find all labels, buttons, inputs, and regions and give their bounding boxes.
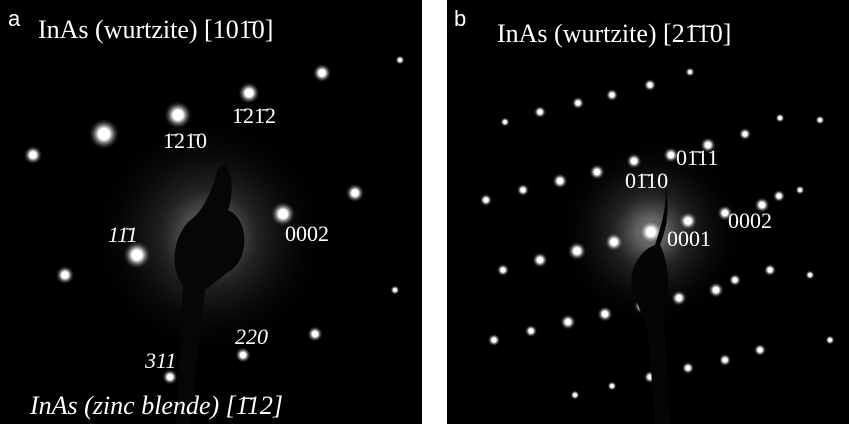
diffraction-spot xyxy=(480,194,493,207)
spot-label: 1̄21̄2 xyxy=(232,103,276,128)
diffraction-spot xyxy=(719,354,732,367)
diffraction-spot xyxy=(607,381,617,391)
diffraction-spot xyxy=(708,282,724,298)
diffraction-spot xyxy=(560,314,576,330)
spot-label: 01̄11 xyxy=(676,145,718,170)
diffraction-spot xyxy=(307,326,323,342)
diffraction-spot xyxy=(685,67,695,77)
spot-label: 0002 xyxy=(728,208,772,233)
spot-label: 0001 xyxy=(667,226,711,251)
spot-label: 11̄1 xyxy=(108,222,138,247)
diffraction-spot xyxy=(570,390,580,400)
diffraction-spot xyxy=(644,79,657,92)
diffraction-spot xyxy=(671,290,687,306)
diffraction-spot xyxy=(795,185,805,195)
diffraction-spot xyxy=(805,270,815,280)
panel-footer: InAs (zinc blende) [1̄12] xyxy=(29,391,283,420)
diffraction-spot xyxy=(497,264,510,277)
panel-letter: b xyxy=(454,6,466,31)
diffraction-spot xyxy=(500,117,510,127)
diffraction-spot xyxy=(552,173,568,189)
diffraction-spot xyxy=(739,128,752,141)
diffraction-spot xyxy=(534,106,547,119)
diffraction-spot xyxy=(606,89,619,102)
spot-label: 01̄10 xyxy=(625,168,668,193)
diffraction-spot xyxy=(572,97,585,110)
panel-letter: a xyxy=(8,6,21,31)
diffraction-spot xyxy=(775,113,785,123)
diffraction-spot xyxy=(532,252,548,268)
panel-title: InAs (wurtzite) [101̄0] xyxy=(38,15,273,44)
spot-label: 0002 xyxy=(285,221,329,246)
diffraction-spot xyxy=(597,306,613,322)
page: a InAs (wurtzite) [101̄0] 1̄21̄2 1̄21̄0 … xyxy=(0,0,849,424)
diffraction-spot xyxy=(604,232,623,251)
diffraction-spot xyxy=(825,335,835,345)
diffraction-spot xyxy=(238,82,260,104)
diffraction-spot xyxy=(164,101,193,130)
diffraction-spot xyxy=(345,183,364,202)
diffraction-spot xyxy=(815,115,825,125)
diffraction-spot xyxy=(517,184,530,197)
spot-label: 311 xyxy=(144,348,176,373)
diffraction-spot xyxy=(525,325,538,338)
diffraction-spot xyxy=(567,241,586,260)
figure: a InAs (wurtzite) [101̄0] 1̄21̄2 1̄21̄0 … xyxy=(0,0,849,424)
diffraction-spot xyxy=(23,145,42,164)
diffraction-spot xyxy=(55,265,74,284)
diffraction-spot xyxy=(312,63,331,82)
diffraction-spot xyxy=(764,264,777,277)
diffraction-spot xyxy=(626,153,642,169)
diffraction-spot xyxy=(589,164,605,180)
diffraction-spot xyxy=(88,118,120,150)
diffraction-spot xyxy=(395,55,405,65)
diffraction-spot xyxy=(682,362,695,375)
diffraction-spot xyxy=(390,285,400,295)
spot-label: 1̄21̄0 xyxy=(163,128,207,153)
diffraction-spot xyxy=(235,347,251,363)
diffraction-spot xyxy=(773,190,786,203)
diffraction-spot xyxy=(488,334,501,347)
diffraction-spot xyxy=(754,344,767,357)
spot-label: 220 xyxy=(235,324,268,349)
panel-title: InAs (wurtzite) [21̄1̄0] xyxy=(497,19,731,48)
diffraction-spot xyxy=(729,274,742,287)
